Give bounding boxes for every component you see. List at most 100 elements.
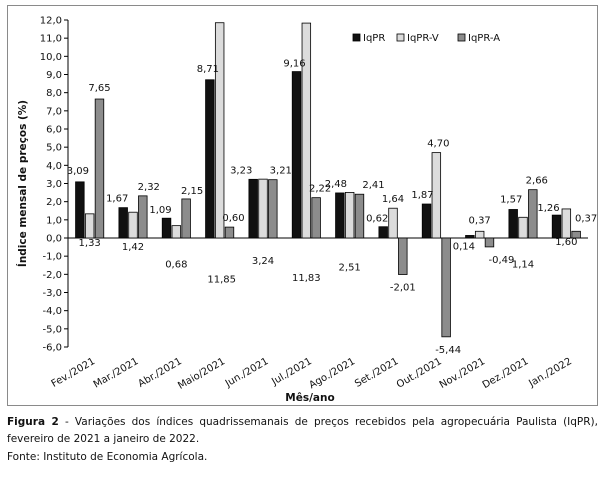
data-label: 11,83 — [292, 273, 321, 284]
bar-iqpr-a — [224, 226, 235, 239]
bar-iqpr-v — [561, 208, 572, 239]
y-tick-label: 6,0 — [46, 125, 62, 136]
y-tick-label: 1,0 — [46, 215, 62, 226]
data-label: 1,14 — [512, 259, 534, 270]
data-label: 3,23 — [230, 165, 252, 176]
bar-iqpr — [291, 71, 302, 239]
x-tick-label: Maio/2021 — [176, 356, 227, 392]
y-tick-label: -3,0 — [42, 288, 62, 299]
bar-iqpr-v — [214, 22, 225, 239]
data-label: 0,62 — [366, 214, 388, 225]
data-label: -5,44 — [435, 345, 461, 356]
bar-iqpr — [118, 207, 128, 239]
bar-iqpr-v — [474, 230, 485, 239]
data-label: 1,60 — [555, 237, 577, 248]
y-tick-label: 0,0 — [46, 234, 62, 245]
bar-iqpr — [508, 209, 518, 239]
data-label: 1,33 — [79, 238, 101, 249]
x-tick-label: Fev./2021 — [50, 356, 98, 390]
y-tick-label: 7,0 — [46, 106, 62, 117]
data-label: 2,51 — [339, 262, 361, 273]
bar-iqpr — [248, 178, 258, 239]
bar-iqpr-v — [128, 211, 138, 239]
data-label: 2,32 — [138, 182, 160, 193]
bar-iqpr — [205, 79, 215, 239]
figure-source: Fonte: Instituto de Economia Agrícola. — [7, 451, 208, 463]
bar-iqpr — [551, 214, 562, 239]
bar-iqpr-a — [528, 189, 538, 239]
bar-iqpr-a — [484, 237, 495, 248]
bar-iqpr-v — [431, 152, 442, 239]
y-tick-label: 4,0 — [46, 161, 62, 172]
data-label: 1,67 — [106, 194, 128, 205]
x-axis-title: Mês/ano — [285, 392, 334, 404]
data-label: 2,66 — [526, 176, 548, 187]
data-label: 2,41 — [362, 180, 384, 191]
data-label: -0,49 — [489, 255, 515, 266]
x-tick-label: Nov./2021 — [438, 356, 487, 391]
data-label: 2,15 — [181, 186, 203, 197]
bar-iqpr-a — [354, 193, 365, 239]
data-label: 3,09 — [67, 166, 89, 177]
bar-iqpr-a — [311, 197, 321, 239]
data-label: 1,42 — [122, 242, 144, 253]
data-label: 9,16 — [283, 59, 305, 70]
data-label: 2,22 — [309, 184, 331, 195]
y-tick-label: 5,0 — [46, 143, 62, 154]
x-tick-label: Jul./2021 — [269, 356, 314, 388]
bar-iqpr-v — [301, 22, 312, 239]
data-label: 7,65 — [88, 83, 110, 94]
x-tick-label: Set./2021 — [353, 356, 400, 390]
data-label: 1,64 — [382, 194, 404, 205]
data-label: 3,24 — [252, 256, 274, 267]
data-label: 0,60 — [222, 213, 244, 224]
legend-label-iqpr: IqPR — [363, 33, 385, 44]
legend-label-iqpr-a: IqPR-A — [468, 33, 500, 44]
x-tick-label: Jun./2021 — [223, 356, 271, 390]
bar-iqpr-a — [138, 195, 148, 239]
bar-iqpr-v — [388, 207, 398, 239]
figure-caption: Figura 2 - Variações dos índices quadris… — [7, 414, 598, 448]
y-tick-label: -5,0 — [42, 324, 62, 335]
legend-swatch-iqpr — [352, 33, 361, 42]
y-tick-label: 12,0 — [40, 16, 62, 27]
bar-iqpr-v — [171, 225, 182, 239]
y-tick-label: 8,0 — [46, 88, 62, 99]
y-tick-label: 3,0 — [46, 179, 62, 190]
data-label: 0,37 — [575, 213, 597, 224]
y-axis-title: Índice mensal de preços (%) — [16, 100, 29, 267]
bar-iqpr — [161, 217, 172, 239]
x-tick-label: Ago./2021 — [307, 356, 357, 391]
bar-iqpr — [378, 226, 388, 239]
y-tick-label: -6,0 — [42, 343, 62, 354]
bar-iqpr-a — [441, 237, 451, 338]
data-label: 3,21 — [270, 166, 292, 177]
data-label: 11,85 — [207, 275, 236, 286]
data-label: 4,70 — [427, 139, 449, 150]
legend-label-iqpr-v: IqPR-V — [407, 33, 439, 44]
bar-iqpr-v — [518, 216, 528, 239]
y-tick-label: 11,0 — [40, 34, 62, 45]
bar-iqpr-a — [94, 98, 105, 239]
y-tick-label: 10,0 — [40, 52, 62, 63]
bar-chart: -6,0 -5,0 -4,0 -3,0 -2,0 -1,0 0,0 1,0 2,0 3,0 4,0 5… — [16, 16, 597, 405]
x-tick-label: Dez./2021 — [481, 356, 531, 391]
legend-swatch-iqpr-a — [457, 33, 466, 42]
data-label: 1,09 — [149, 205, 171, 216]
bar-iqpr — [335, 192, 345, 239]
bar-iqpr-v — [84, 213, 95, 239]
bar-iqpr-a — [571, 230, 581, 239]
x-tick-label: Out./2021 — [395, 356, 444, 391]
data-label: 0,37 — [469, 215, 491, 226]
y-tick-label: -2,0 — [42, 270, 62, 281]
data-label: 8,71 — [197, 64, 219, 75]
figure-label: Figura 2 — [7, 416, 59, 428]
x-tick-label: Mar./2021 — [92, 356, 141, 391]
data-label: -2,01 — [390, 283, 416, 294]
bar-iqpr — [421, 203, 432, 239]
y-tick-label: -4,0 — [42, 306, 62, 317]
chart-frame: -6,0 -5,0 -4,0 -3,0 -2,0 -1,0 0,0 1,0 2,0 3,0 4,0 5… — [7, 5, 598, 406]
data-label: 0,14 — [453, 241, 475, 252]
data-label: 1,87 — [411, 190, 433, 201]
y-tick-label: 9,0 — [46, 70, 62, 81]
